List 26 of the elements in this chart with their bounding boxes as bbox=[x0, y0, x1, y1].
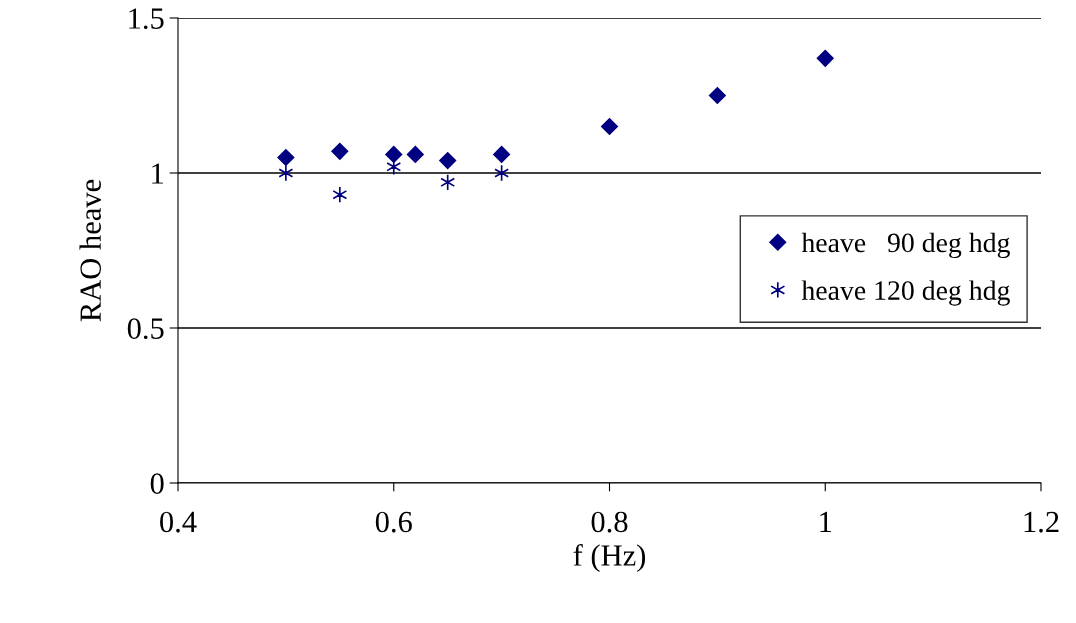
point bbox=[440, 173, 456, 191]
point bbox=[277, 148, 295, 167]
y-tick-label: 0 bbox=[150, 473, 164, 494]
x-tick-label: 0.4 bbox=[160, 511, 197, 533]
point bbox=[493, 145, 511, 163]
point bbox=[385, 145, 403, 163]
y-tick-label: 1.5 bbox=[129, 8, 164, 30]
x-tick-label: 0.8 bbox=[591, 511, 628, 533]
y-axis-title: RAO heave bbox=[79, 179, 101, 322]
x-tick-label: 1.2 bbox=[1024, 511, 1059, 533]
y-tick-label: 0.5 bbox=[127, 318, 164, 340]
point bbox=[439, 152, 457, 170]
point bbox=[406, 145, 424, 163]
point bbox=[278, 164, 294, 182]
legend-label: heave 120 deg hdg bbox=[801, 280, 1010, 306]
y-tick-label: 1 bbox=[152, 163, 163, 184]
point bbox=[332, 186, 348, 204]
point bbox=[600, 117, 619, 136]
x-tick-label: 0.6 bbox=[375, 511, 412, 533]
x-tick-label: 1 bbox=[820, 511, 832, 532]
point bbox=[816, 49, 834, 67]
point bbox=[331, 142, 349, 160]
point bbox=[708, 86, 726, 105]
legend-label: heave 90 deg hdg bbox=[801, 232, 1010, 258]
point bbox=[494, 164, 510, 182]
x-axis-title: f (Hz) bbox=[573, 544, 646, 573]
